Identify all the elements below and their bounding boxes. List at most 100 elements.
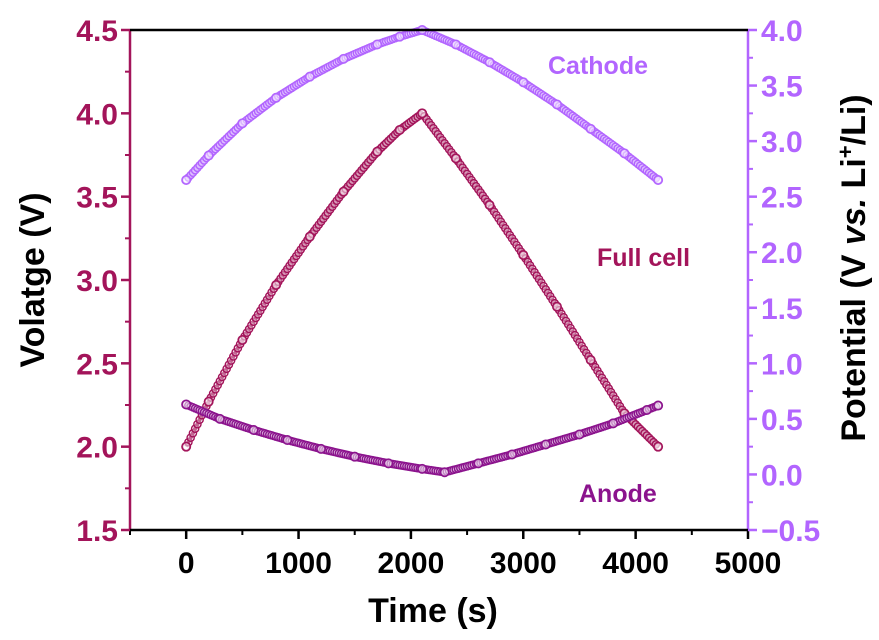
y-tick-label-left: 2.0 [76, 432, 118, 465]
y-tick-label-right: 1.0 [761, 348, 803, 381]
data-point-key [551, 99, 562, 110]
data-point [231, 348, 240, 357]
x-tick-label: 1000 [265, 547, 332, 580]
data-point-key [518, 77, 529, 88]
y-tick-label-right: 3.0 [761, 126, 803, 159]
data-point [211, 385, 220, 394]
y-right-title-superscript: + [833, 145, 858, 158]
data-point-key [540, 439, 551, 450]
data-point-key [181, 399, 192, 410]
data-point-key [619, 148, 630, 159]
data-point [222, 364, 231, 374]
series-anode [181, 399, 664, 478]
data-point-key [372, 39, 383, 50]
data-point-key [181, 175, 192, 186]
data-point-key [203, 396, 214, 407]
annotation-full-cell: Full cell [597, 244, 690, 272]
y-right-title-vs: vs. [835, 198, 873, 245]
x-tick-label: 0 [178, 547, 195, 580]
data-point-key [338, 53, 349, 64]
data-point-key [473, 458, 484, 469]
data-point-key [271, 92, 282, 103]
data-point [217, 372, 227, 382]
data-point [186, 433, 195, 442]
data-point [208, 389, 218, 398]
data-point-key [417, 108, 428, 119]
data-point-key [214, 413, 225, 424]
data-point-key [439, 467, 450, 478]
data-point-key [484, 200, 495, 211]
y-tick-label-left: 4.0 [76, 98, 118, 131]
y-right-axis-title: Potential (V vs. Li+/Li) [833, 94, 874, 441]
data-point-key [653, 441, 664, 452]
data-point-key [653, 175, 664, 186]
y-tick-label-right: 0.0 [761, 459, 803, 492]
data-point-key [518, 250, 529, 261]
y-right-title-part1: Potential (V [835, 245, 873, 441]
data-point-key [450, 153, 461, 164]
data-point-key [248, 424, 259, 435]
y-tick-label-left: 3.5 [76, 182, 118, 215]
data-point-key [394, 31, 405, 42]
y-tick-label-left: 1.5 [76, 515, 118, 548]
data-point [193, 419, 202, 429]
data-point [195, 415, 204, 424]
data-point-key [394, 125, 405, 136]
series-line [184, 111, 660, 449]
data-point-key [271, 279, 282, 290]
y-tick-label-right: 3.5 [761, 71, 803, 104]
data-point [190, 424, 200, 433]
y-tick-label-left: 4.5 [76, 15, 118, 48]
x-tick-label: 4000 [602, 547, 669, 580]
y-tick-label-right: 1.5 [761, 293, 803, 326]
data-point [220, 368, 229, 378]
data-point-key [653, 400, 664, 411]
data-point-key [585, 354, 596, 365]
annotation-cathode: Cathode [548, 52, 648, 80]
data-point [213, 380, 222, 390]
data-point-key [417, 463, 428, 474]
data-point-key [237, 334, 248, 345]
text-layer: Time (s) Volatge (V) Potential (V vs. Li… [14, 52, 873, 630]
x-tick-label: 5000 [715, 547, 782, 580]
data-point-key [316, 443, 327, 454]
data-point-key [641, 404, 652, 415]
x-tick-label: 3000 [490, 547, 557, 580]
data-point [229, 352, 238, 361]
series-cathode [181, 24, 664, 186]
data-point-key [181, 441, 192, 452]
data-point-key [237, 118, 248, 129]
y-tick-label-left: 3.0 [76, 265, 118, 298]
y-tick-label-right: 2.5 [761, 182, 803, 215]
data-point-key [585, 123, 596, 134]
y-tick-label-right: −0.5 [761, 515, 820, 548]
data-point-key [450, 39, 461, 50]
data-point-key [608, 418, 619, 429]
y-right-title-li: Li [835, 158, 873, 198]
data-point [233, 343, 243, 353]
data-point-key [304, 231, 315, 242]
y-axis-title: Volatge (V) [14, 192, 52, 367]
x-tick-label: 2000 [378, 547, 445, 580]
y-tick-label-right: 2.0 [761, 237, 803, 270]
data-point-key [349, 451, 360, 462]
data-point-key [304, 71, 315, 82]
data-point [188, 428, 198, 438]
series-line [185, 402, 659, 475]
data-point-key [282, 434, 293, 445]
y-right-title-part3: /Li) [835, 94, 873, 145]
data-point [224, 360, 234, 369]
x-axis-title: Time (s) [368, 592, 498, 630]
data-point [215, 376, 225, 386]
y-tick-label-left: 2.5 [76, 348, 118, 381]
data-point-key [507, 449, 518, 460]
data-point-key [203, 150, 214, 161]
data-point-key [338, 186, 349, 197]
y-tick-label-right: 0.5 [761, 404, 803, 437]
series-layer [181, 24, 664, 478]
data-point-key [484, 57, 495, 68]
data-point [226, 356, 236, 365]
data-point-key [372, 146, 383, 157]
